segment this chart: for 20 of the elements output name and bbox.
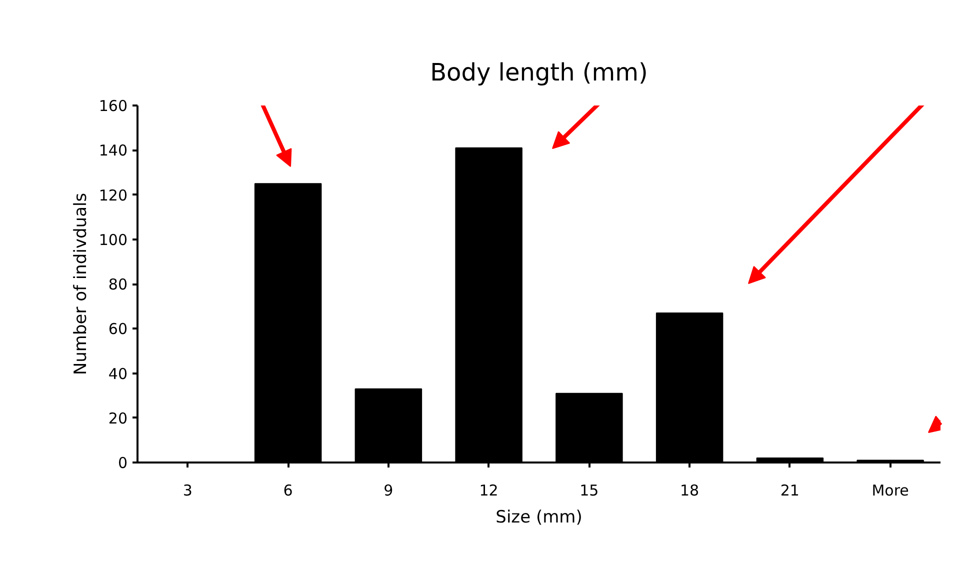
x-tick-label: 6 <box>283 482 293 500</box>
chart-title: Body length (mm) <box>430 58 648 86</box>
x-tick-label: 21 <box>780 482 800 500</box>
y-tick-label: 160 <box>98 97 128 115</box>
y-tick-label: 120 <box>98 186 128 204</box>
x-tick-label: 3 <box>182 482 192 500</box>
y-tick-label: 0 <box>118 454 128 472</box>
y-tick-label: 140 <box>98 142 128 160</box>
x-tick-label: 18 <box>680 482 700 500</box>
x-axis-title: Size (mm) <box>496 508 582 528</box>
x-tick-label: 12 <box>479 482 498 500</box>
y-tick-label: 40 <box>108 364 128 383</box>
y-tick-label: 100 <box>98 230 128 249</box>
x-tick-label: 15 <box>580 482 599 500</box>
y-tick-label: 80 <box>108 276 128 294</box>
y-tick-label: 60 <box>108 320 128 338</box>
y-axis-title: Number of indivduals <box>70 192 91 376</box>
x-tick-label: More <box>872 482 909 500</box>
y-tick-label: 20 <box>108 409 128 428</box>
x-tick-label: 9 <box>384 482 394 500</box>
